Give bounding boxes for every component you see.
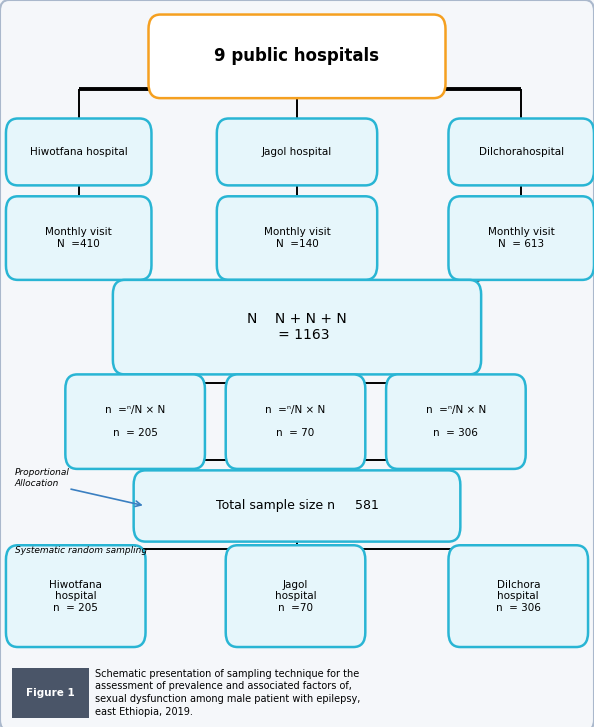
FancyBboxPatch shape xyxy=(448,119,594,185)
Text: n  =ⁿ/N × N

n  = 70: n =ⁿ/N × N n = 70 xyxy=(266,405,326,438)
Text: N    N + N + N
   = 1163: N N + N + N = 1163 xyxy=(247,312,347,342)
FancyBboxPatch shape xyxy=(217,196,377,280)
FancyBboxPatch shape xyxy=(226,545,365,647)
FancyBboxPatch shape xyxy=(65,374,205,469)
Text: Schematic presentation of sampling technique for the
assessment of prevalence an: Schematic presentation of sampling techn… xyxy=(95,669,361,717)
FancyBboxPatch shape xyxy=(386,374,526,469)
Text: Total sample size n     581: Total sample size n 581 xyxy=(216,499,378,513)
Text: n  =ⁿ/N × N

n  = 205: n =ⁿ/N × N n = 205 xyxy=(105,405,165,438)
Text: Jagol
hospital
n  =70: Jagol hospital n =70 xyxy=(274,579,317,613)
FancyBboxPatch shape xyxy=(12,668,89,718)
Text: Systematic random sampling: Systematic random sampling xyxy=(15,546,147,555)
FancyBboxPatch shape xyxy=(6,196,151,280)
FancyBboxPatch shape xyxy=(148,15,446,98)
Text: Monthly visit
N  =140: Monthly visit N =140 xyxy=(264,228,330,249)
FancyBboxPatch shape xyxy=(448,545,588,647)
FancyBboxPatch shape xyxy=(6,545,146,647)
Text: Jagol hospital: Jagol hospital xyxy=(262,147,332,157)
Text: Monthly visit
N  = 613: Monthly visit N = 613 xyxy=(488,228,555,249)
FancyBboxPatch shape xyxy=(448,196,594,280)
FancyBboxPatch shape xyxy=(134,470,460,542)
FancyBboxPatch shape xyxy=(113,280,481,374)
FancyBboxPatch shape xyxy=(6,119,151,185)
FancyBboxPatch shape xyxy=(226,374,365,469)
Text: Figure 1: Figure 1 xyxy=(26,688,75,698)
Text: n  =ⁿ/N × N

n  = 306: n =ⁿ/N × N n = 306 xyxy=(426,405,486,438)
Text: Dilchora
hospital
n  = 306: Dilchora hospital n = 306 xyxy=(496,579,541,613)
Text: Proportional
Allocation: Proportional Allocation xyxy=(15,468,69,489)
Text: Dilchorahospital: Dilchorahospital xyxy=(479,147,564,157)
Text: Hiwotfana hospital: Hiwotfana hospital xyxy=(30,147,128,157)
FancyBboxPatch shape xyxy=(217,119,377,185)
Text: Hiwotfana
hospital
n  = 205: Hiwotfana hospital n = 205 xyxy=(49,579,102,613)
Text: 9 public hospitals: 9 public hospitals xyxy=(214,47,380,65)
Text: Monthly visit
N  =410: Monthly visit N =410 xyxy=(45,228,112,249)
